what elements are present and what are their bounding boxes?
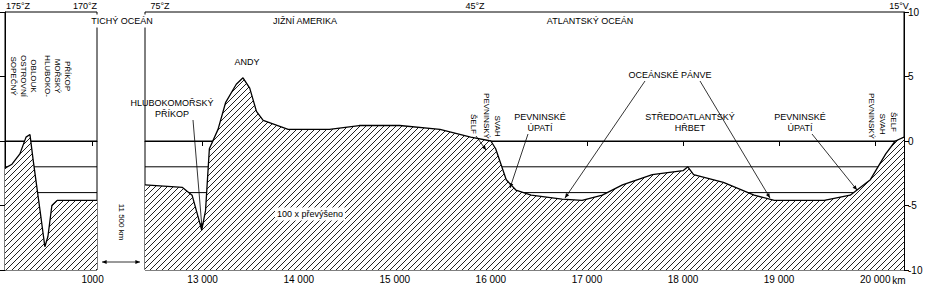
svg-text:MOŘSKÝ: MOŘSKÝ [53,59,62,94]
svg-text:15°V: 15°V [889,1,909,11]
svg-text:14 000: 14 000 [283,274,314,285]
svg-text:170°Z: 170°Z [73,1,98,11]
svg-text:19 000: 19 000 [764,274,795,285]
svg-text:17 000: 17 000 [572,274,603,285]
svg-text:-10: -10 [908,265,923,276]
svg-text:ÚPATÍ: ÚPATÍ [527,123,553,133]
svg-text:ŠELF: ŠELF [469,114,478,134]
svg-text:JIŽNÍ AMERIKA: JIŽNÍ AMERIKA [273,16,337,26]
svg-text:OSTROVNÍ: OSTROVNÍ [19,55,28,98]
svg-text:SVAH: SVAH [878,113,887,134]
svg-text:ÚPATÍ: ÚPATÍ [787,123,813,133]
svg-text:HLUBOKO-: HLUBOKO- [43,55,52,97]
svg-text:SOPEČNÝ: SOPEČNÝ [9,56,18,96]
svg-text:OBLOUK: OBLOUK [29,59,38,93]
svg-text:10: 10 [908,7,920,18]
svg-text:100 x převýšeno: 100 x převýšeno [277,209,343,219]
svg-text:ATLANTSKÝ OCEÁN: ATLANTSKÝ OCEÁN [547,16,633,26]
svg-text:20 000: 20 000 [860,274,891,285]
svg-text:ANDY: ANDY [234,57,259,67]
svg-text:PEVNINSKÉ: PEVNINSKÉ [774,112,826,122]
svg-text:PEVNINSKÉ: PEVNINSKÉ [514,112,566,122]
svg-text:PŘÍKOP: PŘÍKOP [155,109,189,119]
svg-text:ŠELF: ŠELF [889,112,898,132]
svg-text:15 000: 15 000 [380,274,411,285]
svg-text:1000: 1000 [81,274,104,285]
svg-text:km: km [892,275,905,286]
svg-text:SVAH: SVAH [493,115,502,136]
svg-text:HLUBOKOMOŘSKÝ: HLUBOKOMOŘSKÝ [130,98,213,108]
svg-text:18 000: 18 000 [668,274,699,285]
svg-text:45°Z: 45°Z [465,1,485,11]
svg-text:0: 0 [908,136,914,147]
svg-text:OCEÁNSKÉ PÁNVE: OCEÁNSKÉ PÁNVE [628,70,711,80]
svg-text:PEVNINSKÝ: PEVNINSKÝ [867,93,876,139]
svg-text:TICHÝ OCEÁN: TICHÝ OCEÁN [91,16,153,26]
svg-text:16 000: 16 000 [476,274,507,285]
svg-text:11 500 km: 11 500 km [117,204,126,241]
svg-text:PEVNINSKÝ: PEVNINSKÝ [482,93,491,139]
svg-text:STŘEDOATLANTSKÝ: STŘEDOATLANTSKÝ [645,112,734,122]
svg-text:HŘBET: HŘBET [675,123,706,133]
svg-text:-5: -5 [908,200,917,211]
svg-text:175°Z: 175°Z [6,1,31,11]
svg-text:PŘÍKOP: PŘÍKOP [63,61,72,91]
svg-text:75°Z: 75°Z [150,1,170,11]
svg-text:13 000: 13 000 [187,274,218,285]
svg-text:5: 5 [908,71,914,82]
